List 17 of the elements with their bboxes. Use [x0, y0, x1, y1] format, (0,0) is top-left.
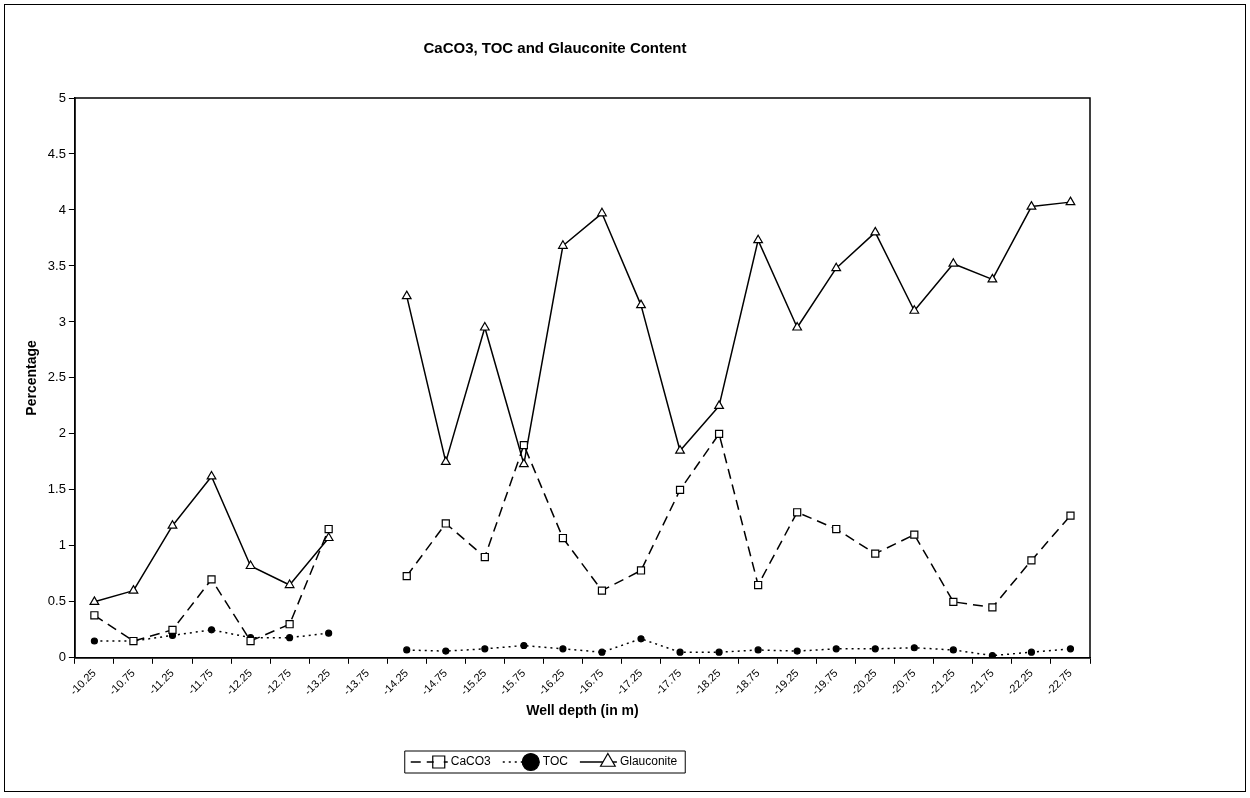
y-tick-label: 4: [58, 201, 66, 217]
legend-label: Glauconite: [619, 754, 678, 769]
y-tick-label: 2.5: [47, 369, 66, 385]
y-tick-label: 0: [58, 649, 66, 665]
y-tick-label: 5: [58, 89, 66, 105]
y-tick-label: 1: [58, 537, 66, 553]
legend-label: TOC: [542, 754, 569, 769]
chart-title: CaCO3, TOC and Glauconite Content: [423, 39, 687, 57]
y-tick-label: 0.5: [47, 593, 66, 609]
y-tick-label: 3: [58, 313, 66, 329]
y-tick-label: 3.5: [47, 257, 66, 273]
legend-label: CaCO3: [450, 754, 492, 769]
y-tick-label: 4.5: [47, 145, 66, 161]
y-axis-title: Percentage: [23, 339, 40, 416]
x-axis-title: Well depth (in m): [526, 702, 639, 719]
y-tick-label: 2: [58, 425, 66, 441]
y-tick-label: 1.5: [47, 481, 66, 497]
